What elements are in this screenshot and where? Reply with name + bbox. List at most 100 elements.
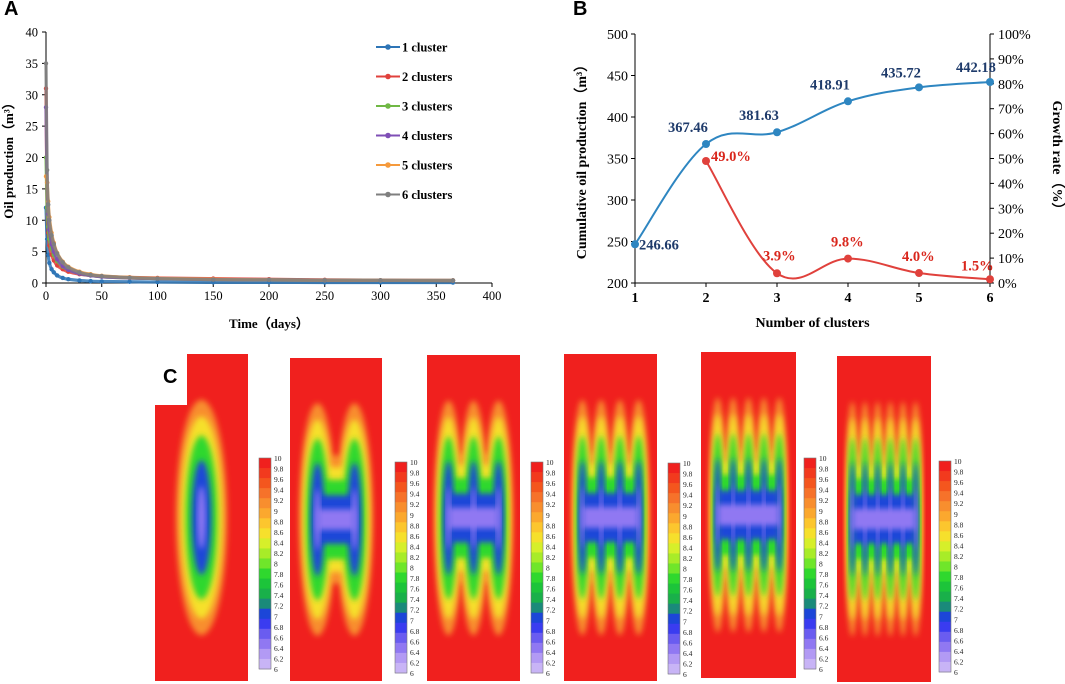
c-colorbar-tick-label: 9.6	[410, 479, 420, 488]
c-colorbar-cell	[531, 642, 543, 654]
c-colorbar-tick-label: 6	[274, 665, 278, 674]
b-x-tick-label: 5	[916, 291, 923, 306]
b-y2-tick-label: 20%	[998, 227, 1024, 242]
c-colorbar-tick-label: 8	[954, 563, 958, 572]
c-colorbar-tick-label: 7.6	[819, 581, 829, 590]
c-colorbar-tick-label: 9.6	[683, 480, 693, 489]
c-colorbar-tick-label: 9.4	[546, 490, 556, 499]
a-series-point	[99, 279, 104, 284]
c-colorbar-tick-label: 8.2	[819, 549, 829, 558]
a-series-point	[211, 277, 216, 282]
c-colorbar-cell	[259, 528, 271, 539]
c-colorbar-cell	[395, 642, 407, 654]
c-colorbar-cell	[939, 531, 951, 542]
c-colorbar-cell	[531, 542, 543, 553]
a-y-tick-label: 25	[26, 120, 39, 134]
c-colorbar-tick-label: 7.4	[683, 596, 693, 605]
c-colorbar-tick-label: 6.2	[683, 659, 693, 668]
c-colorbar-tick-label: 6.6	[683, 638, 693, 647]
a-legend-marker	[385, 191, 391, 198]
c-colorbar-tick-label: 9.2	[274, 496, 284, 505]
c-colorbar-tick-label: 6.6	[410, 637, 420, 646]
c-colorbar-tick-label: 8.8	[546, 521, 556, 530]
c-colorbar-tick-label: 9	[819, 507, 823, 516]
b-y2-tick-label: 10%	[998, 252, 1024, 267]
c-map-pressure-band	[582, 507, 639, 528]
c-colorbar-cell	[804, 568, 816, 580]
c-colorbar-cell	[531, 562, 543, 574]
c-colorbar-tick-label: 6.8	[819, 623, 829, 632]
a-y-tick-label: 40	[26, 26, 39, 40]
c-colorbar-tick-label: 10	[546, 458, 554, 467]
b-growth-point	[773, 269, 781, 278]
c-colorbar-cell	[939, 551, 951, 562]
c-colorbar-cell	[395, 482, 407, 493]
b-y-tick-label: 250	[607, 236, 628, 251]
c-colorbar-tick-label: 9.4	[683, 491, 693, 500]
c-colorbar-tick-label: 6	[683, 670, 687, 679]
c-colorbar-cell	[804, 458, 816, 469]
a-x-tick-label: 300	[371, 289, 390, 303]
c-colorbar-frame	[938, 460, 952, 673]
b-y2-tick-label: 0%	[998, 277, 1017, 292]
a-series-point	[44, 167, 50, 173]
a-y-tick-label: 10	[26, 214, 39, 228]
panel-c-label-box	[155, 353, 187, 405]
a-series-point	[49, 233, 54, 238]
c-colorbar-cell	[259, 618, 271, 630]
c-colorbar-tick-label: 8.2	[274, 549, 284, 558]
b-y2-axis-title: Growth rate（%）	[1049, 101, 1065, 217]
c-colorbar-tick-label: 8.4	[819, 538, 829, 547]
c-colorbar-tick-label: 6.4	[683, 649, 693, 658]
c-colorbar-cell	[939, 481, 951, 492]
b-x-tick-label: 3	[774, 291, 781, 306]
b-production-point	[631, 240, 639, 249]
c-colorbar-tick-label: 6.6	[954, 636, 964, 645]
a-x-tick-label: 400	[483, 289, 502, 303]
a-legend-marker	[385, 44, 391, 50]
a-legend-label: 5 clusters	[402, 159, 452, 173]
a-legend-marker	[385, 103, 391, 109]
c-colorbar-tick-label: 6.8	[410, 627, 420, 636]
a-series-point	[99, 273, 104, 279]
c-colorbar-tick-label: 6.6	[274, 633, 284, 642]
c-colorbar-tick-label: 6.2	[954, 657, 964, 666]
c-colorbar-cell	[939, 581, 951, 593]
a-x-tick-label: 100	[148, 289, 167, 303]
c-colorbar-tick-label: 8.2	[683, 554, 693, 563]
c-colorbar-tick-label: 8.8	[683, 522, 693, 531]
a-legend-label: 2 clusters	[402, 70, 452, 84]
a-series-point	[66, 277, 71, 282]
a-y-axis-title: Oil production（m³）	[1, 96, 16, 218]
c-colorbar-cell	[395, 602, 407, 614]
c-colorbar-cell	[259, 498, 271, 509]
c-colorbar-tick-label: 6.4	[819, 644, 829, 653]
b-y2-tick-label: 90%	[998, 53, 1024, 68]
c-colorbar-cell	[395, 652, 407, 664]
c-colorbar-tick-label: 7.8	[683, 575, 693, 584]
c-colorbar-cell	[395, 522, 407, 533]
c-colorbar-tick-label: 10	[274, 454, 282, 463]
c-colorbar-cell	[259, 468, 271, 479]
c-colorbar-cell	[804, 478, 816, 489]
c-colorbar-cell	[939, 471, 951, 482]
a-x-tick-label: 50	[96, 289, 109, 303]
c-colorbar-tick-label: 10	[954, 457, 962, 466]
c-colorbar-tick-label: 7.6	[274, 581, 284, 590]
c-colorbar-tick-label: 7.6	[954, 584, 964, 593]
a-series-point	[450, 278, 456, 283]
c-colorbar-cell	[259, 588, 271, 600]
c-colorbar-cell	[668, 533, 680, 544]
c-colorbar-tick-label: 10	[683, 459, 691, 468]
c-colorbar-tick-label: 6.6	[819, 633, 829, 642]
c-colorbar-cell	[259, 638, 271, 650]
c-colorbar-cell	[804, 628, 816, 640]
a-x-axis-title: Time（days）	[229, 316, 309, 331]
c-colorbar-tick-label: 9.6	[546, 479, 556, 488]
a-x-tick-label: 0	[43, 289, 49, 303]
c-colorbar-tick-label: 8.8	[954, 520, 964, 529]
a-legend-label: 3 clusters	[402, 100, 452, 114]
c-colorbar-cell	[804, 658, 816, 670]
c-colorbar-tick-label: 9	[683, 512, 687, 521]
c-colorbar-cell	[804, 548, 816, 559]
